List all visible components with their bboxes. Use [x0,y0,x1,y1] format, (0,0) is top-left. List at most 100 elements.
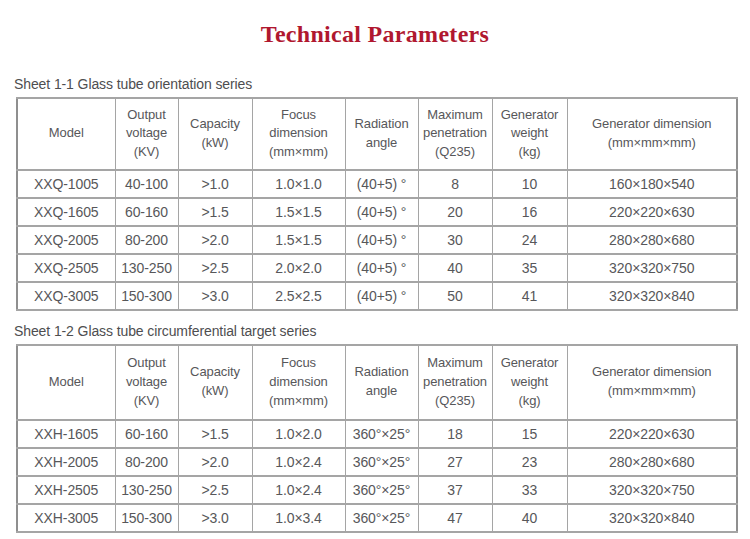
table-cell: 360°×25° [345,448,418,476]
table-cell: 360°×25° [345,476,418,504]
technical-parameters-page: Technical Parameters Sheet 1-1 Glass tub… [0,20,750,539]
table-cell: >1.5 [178,420,252,448]
column-header: Output voltage (KV) [115,98,178,170]
table-cell: 30 [418,226,492,254]
table-cell: 2.0×2.0 [252,254,345,282]
table-cell: XXH-3005 [17,504,115,532]
column-header: Model [17,345,115,420]
table-cell: >2.0 [178,448,252,476]
sheet-1-1-caption: Sheet 1-1 Glass tube orientation series [14,76,750,92]
table-cell: 60-160 [115,198,178,226]
column-header: Generator dimension (mm×mm×mm) [567,345,737,420]
column-header: Radiation angle [345,345,418,420]
table-row: XXH-2505130-250>2.51.0×2.4360°×25°373332… [17,476,737,504]
table-cell: 24 [492,226,567,254]
table-cell: (40+5) ° [345,254,418,282]
table-cell: XXQ-1605 [17,198,115,226]
column-header: Radiation angle [345,98,418,170]
table-cell: 1.0×2.4 [252,448,345,476]
table-cell: 1.0×2.4 [252,476,345,504]
table-cell: 50 [418,282,492,310]
table-cell: 1.0×3.4 [252,504,345,532]
table-cell: 40 [492,504,567,532]
table-cell: 320×320×750 [567,476,737,504]
table-cell: >3.0 [178,282,252,310]
table-cell: 47 [418,504,492,532]
table-cell: 360°×25° [345,504,418,532]
table-cell: 33 [492,476,567,504]
table-row: XXQ-200580-200>2.01.5×1.5(40+5) °3024280… [17,226,737,254]
table-cell: 10 [492,170,567,198]
table-cell: 150-300 [115,504,178,532]
table-cell: 40 [418,254,492,282]
table-cell: 1.0×1.0 [252,170,345,198]
table-cell: 37 [418,476,492,504]
table-cell: XXH-1605 [17,420,115,448]
table-cell: 27 [418,448,492,476]
table-cell: XXH-2005 [17,448,115,476]
table-row: XXQ-160560-160>1.51.5×1.5(40+5) °2016220… [17,198,737,226]
table-cell: 20 [418,198,492,226]
column-header: Focus dimension (mm×mm) [252,98,345,170]
table-cell: 220×220×630 [567,420,737,448]
column-header: Output voltage (KV) [115,345,178,420]
table-cell: 320×320×840 [567,504,737,532]
column-header: Capacity (kW) [178,98,252,170]
column-header: Generator weight (kg) [492,98,567,170]
table-row: XXQ-100540-100>1.01.0×1.0(40+5) °810160×… [17,170,737,198]
table-cell: 280×280×680 [567,226,737,254]
table-cell: 220×220×630 [567,198,737,226]
table-cell: 320×320×750 [567,254,737,282]
table-cell: 1.5×1.5 [252,226,345,254]
table-cell: >2.5 [178,476,252,504]
table-row: XXQ-2505130-250>2.52.0×2.0(40+5) °403532… [17,254,737,282]
table-row: XXH-3005150-300>3.01.0×3.4360°×25°474032… [17,504,737,532]
table-cell: 2.5×2.5 [252,282,345,310]
table-cell: 130-250 [115,254,178,282]
table-cell: >3.0 [178,504,252,532]
column-header: Focus dimension (mm×mm) [252,345,345,420]
table-cell: 16 [492,198,567,226]
table-cell: 160×180×540 [567,170,737,198]
table-cell: 80-200 [115,226,178,254]
header-row: ModelOutput voltage (KV)Capacity (kW)Foc… [17,345,737,420]
table-cell: 130-250 [115,476,178,504]
table-cell: 1.5×1.5 [252,198,345,226]
sheet-1-2-caption: Sheet 1-2 Glass tube circumferential tar… [14,323,750,339]
glass-tube-orientation-table: ModelOutput voltage (KV)Capacity (kW)Foc… [16,97,738,311]
table-cell: >2.5 [178,254,252,282]
table-cell: 1.0×2.0 [252,420,345,448]
column-header: Model [17,98,115,170]
table-cell: 360°×25° [345,420,418,448]
table-cell: >2.0 [178,226,252,254]
column-header: Generator weight (kg) [492,345,567,420]
table-cell: 320×320×840 [567,282,737,310]
header-row: ModelOutput voltage (KV)Capacity (kW)Foc… [17,98,737,170]
page-title: Technical Parameters [0,20,750,49]
column-header: Maximum penetration (Q235) [418,98,492,170]
table-cell: 60-160 [115,420,178,448]
table-cell: XXQ-2005 [17,226,115,254]
table-cell: 280×280×680 [567,448,737,476]
table-cell: >1.5 [178,198,252,226]
table-row: XXQ-3005150-300>3.02.5×2.5(40+5) °504132… [17,282,737,310]
table-cell: 35 [492,254,567,282]
glass-tube-circumferential-target-table: ModelOutput voltage (KV)Capacity (kW)Foc… [16,344,738,533]
column-header: Capacity (kW) [178,345,252,420]
column-header: Maximum penetration (Q235) [418,345,492,420]
table-cell: (40+5) ° [345,282,418,310]
table-cell: 80-200 [115,448,178,476]
table-row: XXH-160560-160>1.51.0×2.0360°×25°1815220… [17,420,737,448]
table-cell: (40+5) ° [345,226,418,254]
table-cell: (40+5) ° [345,198,418,226]
table-row: XXH-200580-200>2.01.0×2.4360°×25°2723280… [17,448,737,476]
table-cell: 40-100 [115,170,178,198]
table-cell: 150-300 [115,282,178,310]
table-cell: 8 [418,170,492,198]
table-cell: 41 [492,282,567,310]
table-cell: (40+5) ° [345,170,418,198]
table-cell: 18 [418,420,492,448]
table-cell: >1.0 [178,170,252,198]
table-cell: XXQ-1005 [17,170,115,198]
column-header: Generator dimension (mm×mm×mm) [567,98,737,170]
